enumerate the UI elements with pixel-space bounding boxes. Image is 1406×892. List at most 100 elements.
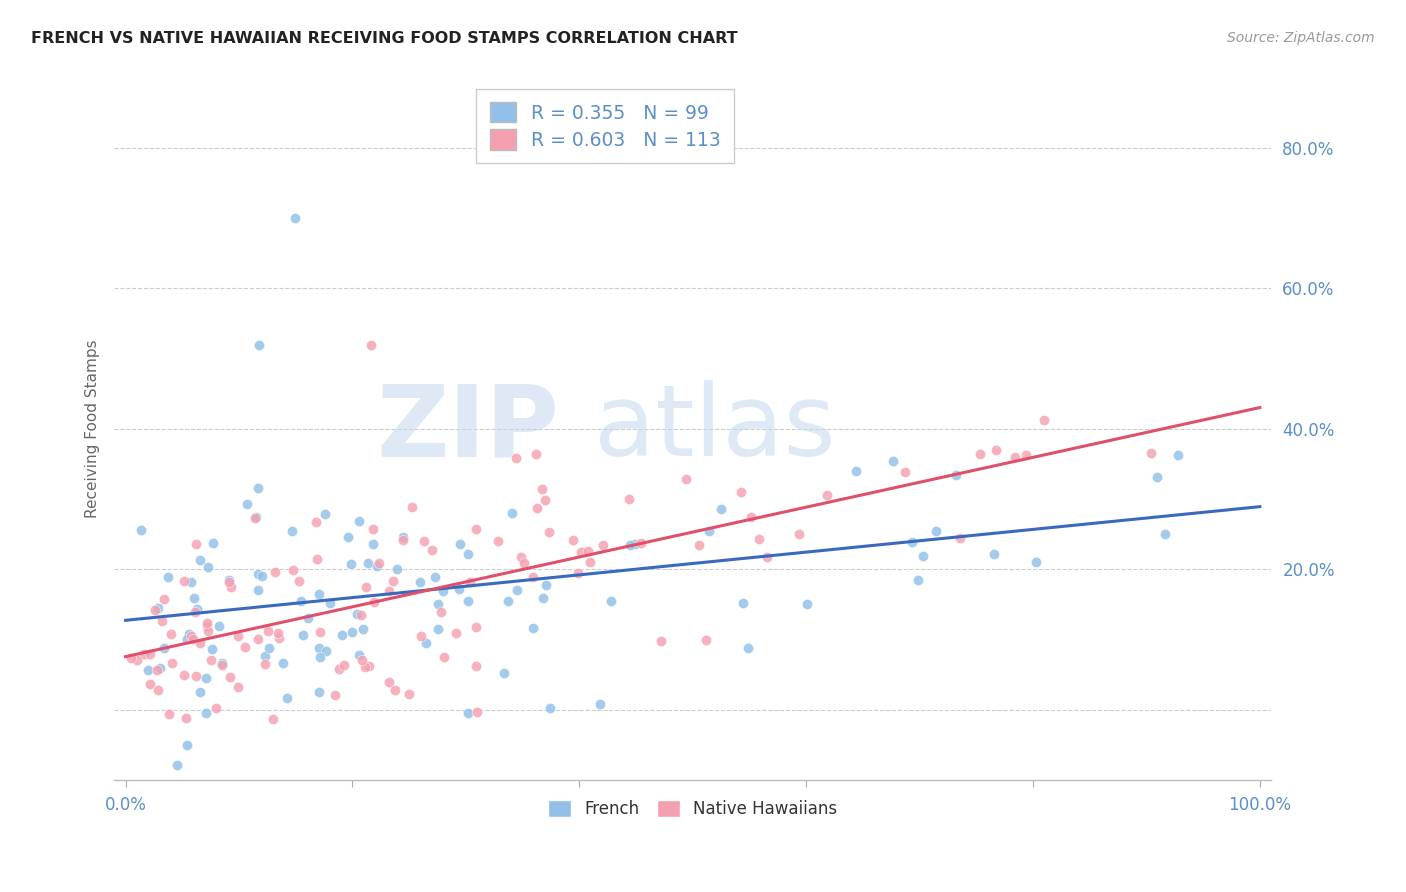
Point [882,454,904,468]
Point [197,559,219,574]
Point [457,706,479,721]
Point [308,587,330,601]
Point [267,631,290,645]
Point [176,632,198,646]
Point [531,482,554,496]
Point [361,522,384,536]
Point [498,594,520,608]
Point [190,636,212,650]
Text: FRENCH VS NATIVE HAWAIIAN RECEIVING FOOD STAMPS CORRELATION CHART: FRENCH VS NATIVE HAWAIIAN RECEIVING FOOD… [31,31,738,46]
Point [789,527,811,541]
Point [984,443,1007,458]
Point [243,511,266,525]
Point [501,506,523,520]
Point [180,629,202,643]
Point [257,624,280,638]
Point [368,557,391,571]
Point [464,620,486,634]
Point [262,713,284,727]
Point [281,524,304,539]
Point [290,594,312,608]
Point [562,533,585,547]
Point [146,663,169,677]
Point [276,690,298,705]
Point [1025,555,1047,569]
Point [675,472,697,486]
Point [731,596,754,610]
Point [619,537,641,551]
Point [350,653,373,667]
Point [506,582,529,597]
Point [623,537,645,551]
Point [284,211,307,225]
Point [305,551,328,566]
Point [465,522,488,536]
Point [409,575,432,590]
Point [1033,413,1056,427]
Point [184,668,207,682]
Point [426,598,449,612]
Point [423,570,446,584]
Point [969,447,991,461]
Point [291,628,314,642]
Point [314,507,336,521]
Point [589,697,612,711]
Point [522,570,544,584]
Point [845,464,868,478]
Point [912,549,935,564]
Point [173,574,195,589]
Point [309,624,332,639]
Point [139,647,162,661]
Point [737,641,759,656]
Point [129,524,152,538]
Point [120,651,142,665]
Point [195,671,218,685]
Point [433,650,456,665]
Point [1140,445,1163,459]
Point [218,670,240,684]
Point [190,685,212,699]
Point [688,538,710,552]
Point [247,337,270,351]
Point [363,595,385,609]
Y-axis label: Receiving Food Stamps: Receiving Food Stamps [86,340,100,518]
Point [166,757,188,772]
Point [366,559,388,574]
Point [447,582,470,596]
Point [449,537,471,551]
Point [287,574,309,588]
Point [226,681,249,695]
Point [531,591,554,605]
Point [271,656,294,670]
Point [354,580,377,594]
Point [197,624,219,638]
Point [186,601,208,615]
Point [509,550,531,565]
Point [176,738,198,752]
Legend: French, Native Hawaiians: French, Native Hawaiians [541,793,844,825]
Point [1015,448,1038,462]
Point [567,566,589,580]
Point [384,682,406,697]
Point [205,701,228,715]
Point [180,575,202,590]
Point [630,535,652,549]
Point [457,594,479,608]
Point [740,510,762,524]
Point [281,563,304,577]
Point [254,657,277,671]
Point [257,641,280,656]
Point [796,597,818,611]
Point [382,574,405,588]
Point [352,622,374,636]
Point [949,531,972,545]
Text: atlas: atlas [595,380,837,477]
Point [398,687,420,701]
Point [350,607,373,622]
Point [219,580,242,594]
Point [125,652,148,666]
Point [319,596,342,610]
Point [297,611,319,625]
Point [247,481,270,495]
Point [409,629,432,643]
